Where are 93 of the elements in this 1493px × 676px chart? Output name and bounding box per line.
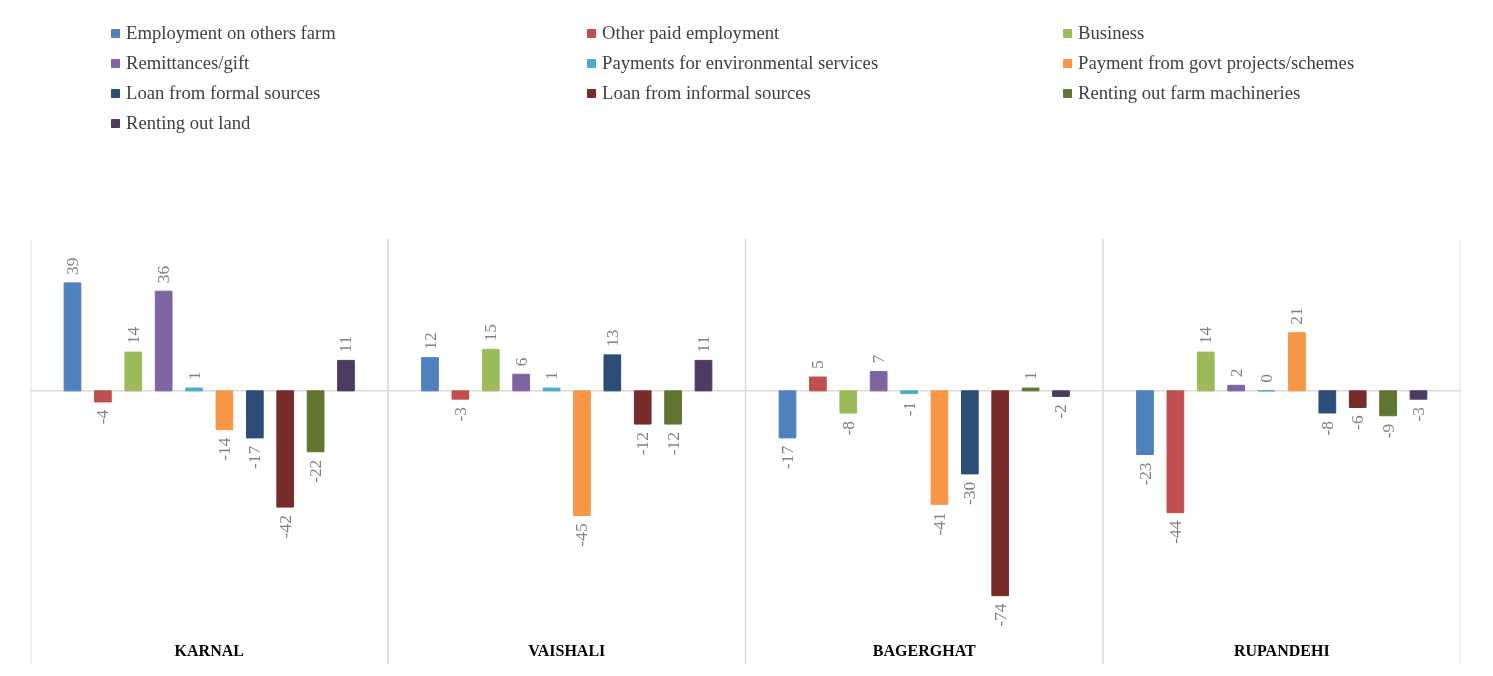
legend-label: Loan from informal sources <box>602 82 812 104</box>
data-label: 21 <box>1287 307 1307 325</box>
legend-label: Renting out farm machineries <box>1078 82 1302 104</box>
data-label: -3 <box>1408 407 1428 422</box>
data-label: -6 <box>1348 415 1368 430</box>
bar <box>664 390 682 425</box>
bar <box>839 390 858 414</box>
bar <box>1348 390 1367 408</box>
data-label: 12 <box>420 332 440 350</box>
bar <box>94 390 112 403</box>
bar <box>306 390 325 453</box>
data-label: -8 <box>1317 420 1337 436</box>
data-label: 11 <box>336 335 356 353</box>
x-tick-label: BAGERGHAT <box>872 642 976 659</box>
bar <box>245 390 264 439</box>
bar <box>633 390 652 425</box>
bar <box>869 370 888 392</box>
data-label: 14 <box>123 326 143 345</box>
data-label: -12 <box>633 432 653 456</box>
bar <box>215 390 234 431</box>
data-label: -42 <box>275 515 295 539</box>
x-tick-label: RUPANDEHI <box>1233 642 1330 659</box>
x-tick-label: VAISHALI <box>528 642 606 659</box>
bar <box>421 357 439 392</box>
bar <box>603 354 622 392</box>
bar <box>451 390 470 400</box>
bar <box>1021 387 1040 392</box>
bar <box>542 387 561 392</box>
data-label: 13 <box>602 329 622 347</box>
bar <box>1052 390 1070 397</box>
legend-label: Remittances/gift <box>126 52 251 74</box>
data-label: 5 <box>808 360 828 369</box>
bar <box>930 390 949 505</box>
bar <box>1136 390 1154 456</box>
bar <box>1227 384 1246 392</box>
data-label: -45 <box>572 523 592 547</box>
bar <box>1318 390 1337 414</box>
legend-label: Other paid employment <box>602 22 781 44</box>
data-label: 36 <box>154 265 174 284</box>
bar <box>1379 390 1397 417</box>
bar <box>900 390 918 395</box>
bar <box>1409 390 1428 400</box>
legend-label: Payment from govt projects/schemes <box>1078 52 1356 74</box>
data-label: -23 <box>1135 462 1155 486</box>
data-label: -41 <box>929 512 949 536</box>
x-tick-label: KARNAL <box>174 642 244 659</box>
data-label: -22 <box>306 459 326 483</box>
bar <box>512 373 531 392</box>
bar <box>1288 332 1306 392</box>
bar <box>185 387 203 392</box>
data-label: 39 <box>63 257 83 275</box>
bar <box>694 359 713 392</box>
data-label: -9 <box>1378 423 1398 439</box>
data-label: 11 <box>693 335 713 353</box>
bar <box>573 390 591 516</box>
data-label: 15 <box>481 324 501 342</box>
bar <box>1196 351 1215 392</box>
data-label: -3 <box>450 407 470 422</box>
data-label: 0 <box>1257 374 1277 383</box>
data-label: -4 <box>93 409 113 425</box>
bar <box>481 348 500 392</box>
data-label: -14 <box>214 437 234 461</box>
data-label: -44 <box>1165 520 1185 544</box>
data-label: 7 <box>869 354 889 364</box>
data-label: -74 <box>990 603 1010 627</box>
data-label: -30 <box>960 481 980 505</box>
legend-label: Renting out land <box>126 112 252 134</box>
bar <box>778 390 797 439</box>
data-label: 1 <box>1021 371 1041 381</box>
data-label: 1 <box>184 371 204 381</box>
bar <box>124 351 143 392</box>
bar <box>154 290 173 392</box>
data-label: -1 <box>899 401 919 417</box>
legend-label: Loan from formal sources <box>126 82 322 104</box>
data-label: 2 <box>1226 368 1246 378</box>
bar <box>63 282 82 392</box>
data-label: -17 <box>778 445 798 469</box>
bar <box>809 376 827 392</box>
data-label: -12 <box>663 432 683 456</box>
legend-label: Payments for environmental services <box>602 52 880 74</box>
bar <box>991 390 1010 597</box>
legend-label: Employment on others farm <box>126 22 337 44</box>
data-label: 6 <box>511 357 531 367</box>
bar <box>960 390 979 475</box>
data-label: -17 <box>245 445 265 469</box>
legend-label: Business <box>1078 22 1146 44</box>
data-label: -2 <box>1051 404 1071 419</box>
bar <box>276 390 295 508</box>
data-label: 1 <box>542 371 562 381</box>
bar <box>1166 390 1185 514</box>
bar <box>337 359 355 392</box>
data-label: 14 <box>1196 326 1216 345</box>
data-label: -8 <box>838 420 858 436</box>
